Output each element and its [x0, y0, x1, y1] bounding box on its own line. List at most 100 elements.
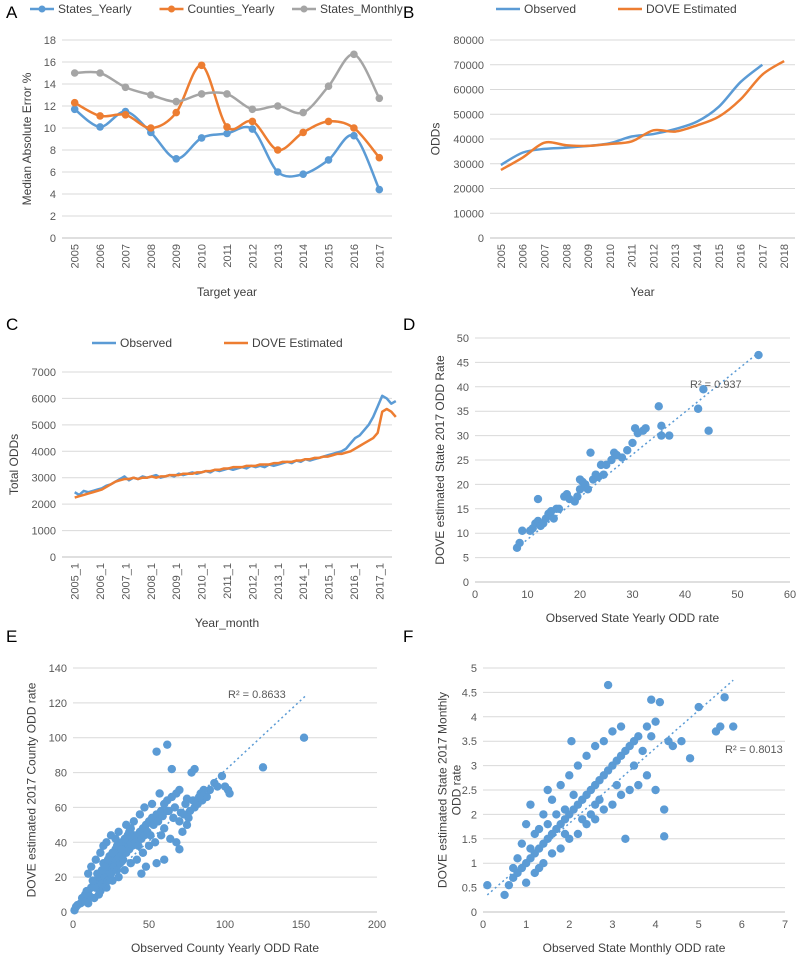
panel-label: F	[403, 627, 413, 646]
data-point	[543, 785, 552, 795]
x-tick-label: 2010	[605, 244, 617, 268]
data-point	[607, 455, 616, 465]
data-point	[299, 733, 309, 742]
data-point	[205, 785, 214, 795]
data-point	[729, 722, 738, 731]
x-tick-label: 150	[292, 919, 310, 931]
x-tick-label: 2005	[496, 244, 508, 268]
data-point	[634, 732, 643, 741]
x-axis-label: Year_month	[195, 616, 259, 630]
data-point	[70, 98, 79, 107]
data-point	[534, 863, 544, 873]
data-point	[582, 751, 591, 761]
data-point	[665, 431, 674, 440]
y-tick-label: 5	[463, 553, 469, 565]
y-tick-label: 0	[463, 577, 469, 589]
x-tick-label: 2011	[222, 244, 234, 268]
y-tick-label: 4	[471, 712, 477, 724]
x-tick-label: 2006_1	[95, 563, 107, 600]
data-point	[660, 805, 669, 814]
legend-label: States_Monthly	[320, 2, 403, 16]
y-tick-label: 6000	[32, 393, 56, 405]
data-point	[273, 102, 282, 110]
data-point	[586, 448, 595, 457]
data-point	[533, 494, 543, 504]
y-tick-label: 80	[55, 768, 67, 780]
x-tick-label: 2009_1	[171, 563, 183, 600]
x-tick-label: 2011	[627, 244, 639, 268]
data-point	[223, 90, 231, 98]
data-point	[167, 764, 176, 774]
data-point	[137, 869, 146, 878]
data-point	[547, 849, 557, 858]
x-tick-label: 0	[480, 919, 486, 931]
legend-label: DOVE Estimated	[646, 2, 737, 16]
data-point	[375, 153, 384, 162]
data-point	[526, 800, 535, 809]
panel-label: B	[403, 3, 414, 22]
y-tick-label: 1000	[32, 526, 56, 538]
x-tick-label: 2011_1	[222, 563, 234, 599]
data-point	[612, 780, 621, 790]
data-point	[375, 94, 384, 103]
x-tick-label: 2006	[518, 244, 530, 268]
data-point	[248, 117, 257, 126]
x-tick-label: 2017_1	[374, 563, 386, 600]
panel-label: A	[6, 3, 18, 22]
y-tick-label: 20	[55, 872, 67, 884]
data-point	[170, 803, 180, 812]
data-point	[716, 722, 725, 731]
legend-label: DOVE Estimated	[252, 336, 343, 350]
data-point	[121, 83, 130, 92]
x-tick-label: 2013	[670, 244, 682, 268]
data-point	[132, 855, 142, 864]
x-tick-label: 7	[782, 919, 788, 931]
x-tick-label: 40	[679, 589, 691, 601]
data-point	[534, 824, 544, 834]
data-point	[586, 810, 596, 819]
y-tick-label: 10000	[453, 208, 484, 220]
data-point	[699, 385, 708, 394]
x-tick-label: 0	[472, 589, 478, 601]
y-tick-label: 5	[471, 663, 477, 675]
y-tick-label: 3000	[32, 473, 56, 485]
x-tick-label: 50	[143, 919, 155, 931]
legend-label: Observed	[524, 2, 576, 16]
data-point	[108, 848, 117, 857]
data-point	[625, 785, 634, 795]
x-tick-label: 0	[70, 919, 76, 931]
r-squared-label: R² = 0.8013	[725, 744, 783, 756]
x-tick-label: 2009	[171, 244, 183, 268]
data-point	[616, 722, 626, 731]
data-point	[556, 844, 565, 853]
x-tick-label: 2014	[692, 244, 704, 268]
panel-f: F 0 0.5 1 1.5 2 2.5 3 3.5 4 4.5 5 DOVE estimated Sta…	[403, 627, 788, 955]
data-point	[84, 869, 93, 878]
x-tick-label: 2012_1	[247, 563, 259, 600]
data-point	[156, 831, 166, 840]
panel-d: D 0 5 10 15 20 25 30 35 40 45 50 DOVE estimated Stat…	[403, 315, 796, 625]
y-tick-label: 50000	[453, 109, 484, 121]
y-tick-label: 30	[457, 431, 469, 443]
data-point	[565, 771, 574, 780]
x-tick-label: 2009	[583, 244, 595, 268]
x-tick-label: 2014	[298, 244, 310, 268]
y-tick-label: 6	[50, 167, 56, 179]
y-axis-label: DOVE estimated State 2017 ODD Rate	[433, 355, 447, 565]
x-tick-label: 2012	[648, 244, 660, 268]
data-point	[500, 890, 509, 900]
y-axis-label: DOVE estimated State 2017 Monthly	[436, 692, 450, 888]
x-axis-label: Observed State Monthly ODD rate	[543, 941, 726, 955]
data-point	[134, 841, 143, 850]
y-axis-label-line2: ODD rate	[450, 764, 464, 815]
data-point	[754, 350, 763, 360]
data-point	[120, 834, 129, 843]
data-point	[114, 872, 123, 882]
data-point	[172, 155, 181, 163]
data-point	[150, 838, 160, 847]
data-point	[299, 170, 307, 178]
legend-label: Observed	[120, 336, 172, 350]
data-point	[273, 168, 282, 176]
data-point	[91, 855, 101, 864]
